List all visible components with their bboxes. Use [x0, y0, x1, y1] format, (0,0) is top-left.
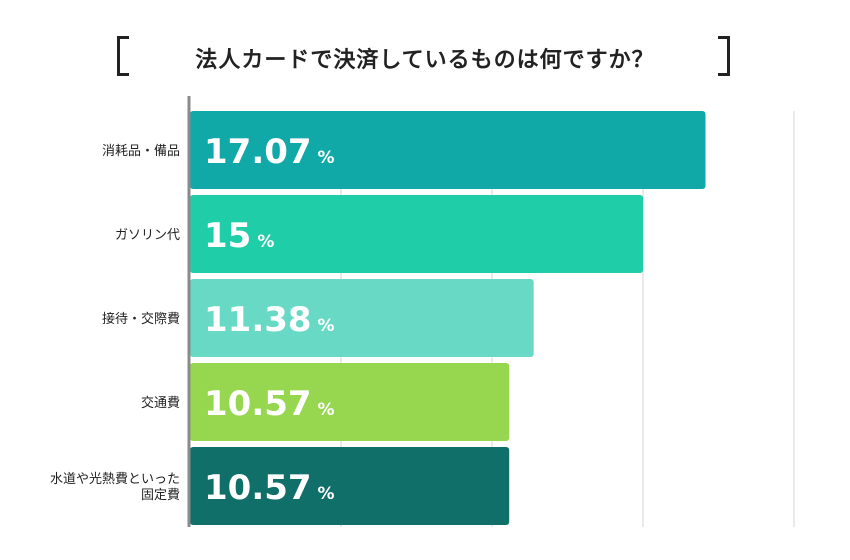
category-label: 交通費: [141, 395, 180, 411]
chart-title: 法人カードで決済しているものは何ですか？: [195, 48, 655, 73]
category-label: 消耗品・備品: [102, 143, 180, 159]
right-bracket-icon: [718, 36, 730, 76]
category-label: 水道や光熱費といった固定費: [50, 472, 180, 503]
value-label: 15%: [204, 216, 274, 256]
bar: [190, 195, 643, 273]
bar: [190, 447, 510, 525]
bar: [190, 111, 706, 189]
bar: [190, 363, 510, 441]
title-area: 法人カードで決済しているものは何ですか？: [0, 0, 850, 100]
left-bracket-icon: [117, 36, 129, 76]
bar: [190, 279, 534, 357]
category-label: ガソリン代: [115, 228, 180, 243]
category-label: 接待・交際費: [102, 311, 180, 327]
